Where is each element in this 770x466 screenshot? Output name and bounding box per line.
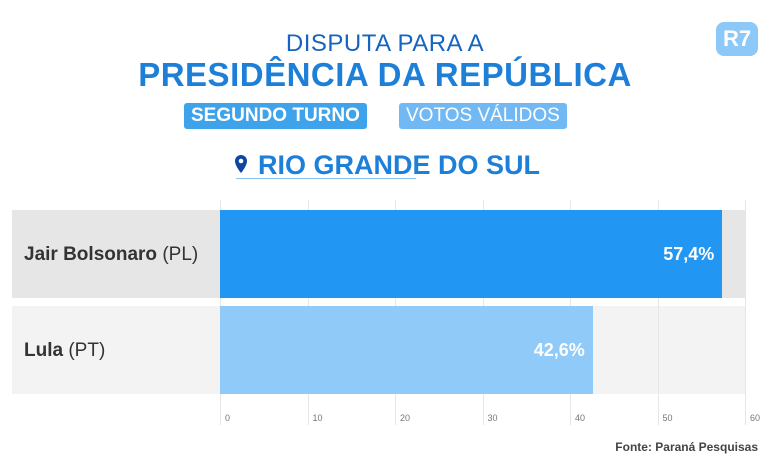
- candidate-name: Lula: [24, 340, 64, 361]
- x-tick-label: 60: [750, 413, 761, 423]
- bar: [220, 306, 593, 394]
- gridline: [657, 200, 659, 425]
- title-line1: DISPUTA PARA A: [285, 30, 485, 57]
- x-tick-label: 0: [225, 413, 231, 423]
- party: (PL): [162, 244, 199, 265]
- location-title: RIO GRANDE DO SUL: [258, 150, 541, 180]
- title-line2: PRESIDÊNCIA DA REPÚBLICA: [138, 56, 632, 93]
- r7-logo: R7: [716, 22, 758, 56]
- data-label: 42,6%: [533, 340, 585, 360]
- x-tick-label: 40: [575, 413, 586, 423]
- party: (PT): [68, 340, 106, 361]
- location-underline: [236, 178, 416, 179]
- gridline: [745, 200, 746, 425]
- data-label: 57,4%: [663, 244, 715, 264]
- x-tick-label: 30: [487, 413, 498, 423]
- votes-tag: VOTOS VÁLIDOS: [399, 103, 567, 129]
- location-pin-icon: [235, 155, 247, 173]
- x-tick-label: 10: [312, 413, 323, 423]
- x-tick-label: 20: [400, 413, 411, 423]
- x-tick-label: 50: [662, 413, 673, 423]
- category-label: Lula (PT): [24, 340, 105, 362]
- source-note: Fonte: Paraná Pesquisas: [615, 440, 758, 454]
- round-tag: SEGUNDO TURNO: [184, 103, 367, 129]
- candidate-name: Jair Bolsonaro: [24, 244, 158, 265]
- bar: [220, 210, 723, 298]
- category-label: Jair Bolsonaro (PL): [24, 244, 198, 266]
